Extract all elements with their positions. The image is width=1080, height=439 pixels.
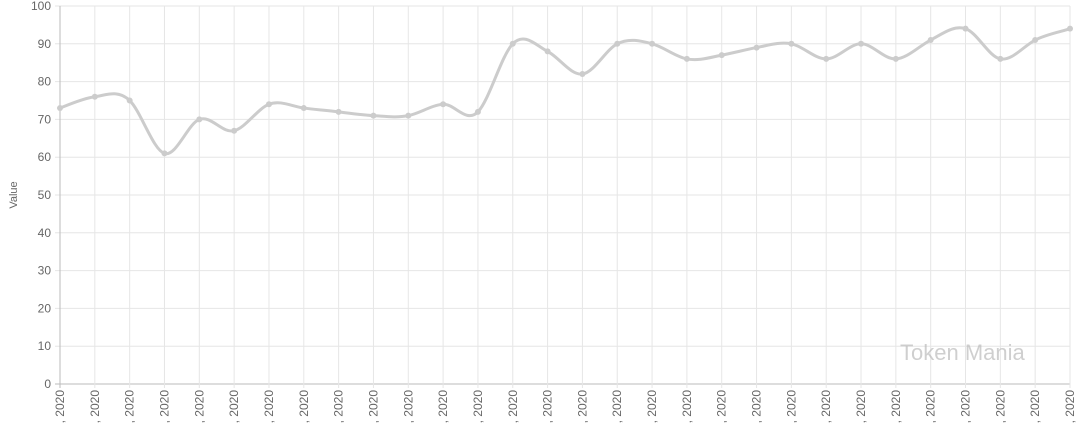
x-tick-label: , 2020 xyxy=(645,390,659,424)
data-point xyxy=(753,44,760,51)
x-tick-label: , 2020 xyxy=(297,390,311,424)
y-axis-ticks: 0 10 20 30 40 50 60 70 80 90 100 xyxy=(31,0,51,391)
data-point xyxy=(683,55,690,62)
x-tick-label: , 2020 xyxy=(1063,390,1077,424)
data-point xyxy=(265,101,272,108)
x-tick-label: , 2020 xyxy=(262,390,276,424)
data-point xyxy=(91,93,98,100)
data-point xyxy=(997,55,1004,62)
x-tick-label: , 2020 xyxy=(924,390,938,424)
data-point xyxy=(649,40,656,47)
y-tick-label: 10 xyxy=(38,339,52,353)
data-point xyxy=(579,71,586,78)
data-point xyxy=(1032,37,1039,44)
x-tick-label: , 2020 xyxy=(88,390,102,424)
data-point xyxy=(788,40,795,47)
data-point xyxy=(823,55,830,62)
y-tick-label: 70 xyxy=(38,112,52,126)
data-point xyxy=(544,48,551,55)
x-tick-label: , 2020 xyxy=(1028,390,1042,424)
x-tick-label: , 2020 xyxy=(750,390,764,424)
data-point xyxy=(440,101,447,108)
x-tick-label: , 2020 xyxy=(157,390,171,424)
data-point xyxy=(161,150,168,157)
y-tick-label: 90 xyxy=(38,37,52,51)
watermark: Token Mania xyxy=(900,340,1026,365)
x-tick-label: , 2020 xyxy=(541,390,555,424)
data-point xyxy=(718,52,725,59)
data-point xyxy=(370,112,377,119)
series-line xyxy=(59,26,1071,155)
y-tick-label: 60 xyxy=(38,150,52,164)
x-tick-label: , 2020 xyxy=(53,390,67,424)
y-axis-label: Value xyxy=(8,181,20,208)
data-point xyxy=(57,105,63,112)
x-tick-label: , 2020 xyxy=(506,390,520,424)
x-axis-ticks: , 2020 , 2020 , 2020 , 2020 , 2020 , 2020 , 20… xyxy=(53,390,1077,424)
data-point xyxy=(614,40,621,47)
x-tick-label: , 2020 xyxy=(366,390,380,424)
data-point xyxy=(300,105,307,112)
data-point xyxy=(126,97,133,104)
x-tick-label: , 2020 xyxy=(227,390,241,424)
x-tick-label: , 2020 xyxy=(192,390,206,424)
data-point xyxy=(405,112,412,119)
x-tick-label: , 2020 xyxy=(123,390,137,424)
y-tick-label: 80 xyxy=(38,75,52,89)
y-tick-label: 0 xyxy=(44,377,51,391)
x-tick-label: , 2020 xyxy=(993,390,1007,424)
y-tick-label: 40 xyxy=(38,226,52,240)
y-tick-label: 30 xyxy=(38,264,52,278)
y-tick-label: 20 xyxy=(38,301,52,315)
x-tick-label: , 2020 xyxy=(436,390,450,424)
data-point xyxy=(509,40,516,47)
data-point xyxy=(858,40,865,47)
data-point xyxy=(474,108,481,115)
grid xyxy=(55,5,1071,388)
x-tick-label: , 2020 xyxy=(819,390,833,424)
x-tick-label: , 2020 xyxy=(959,390,973,424)
data-point xyxy=(196,116,203,123)
data-point xyxy=(962,25,969,32)
series-points xyxy=(57,25,1073,157)
data-point xyxy=(335,108,342,115)
x-tick-label: , 2020 xyxy=(854,390,868,424)
x-tick-label: , 2020 xyxy=(401,390,415,424)
x-tick-label: , 2020 xyxy=(889,390,903,424)
x-tick-label: , 2020 xyxy=(715,390,729,424)
data-point xyxy=(1067,25,1073,32)
data-point xyxy=(892,55,899,62)
data-point xyxy=(231,127,238,134)
y-tick-label: 100 xyxy=(31,0,51,13)
x-tick-label: , 2020 xyxy=(471,390,485,424)
x-tick-label: , 2020 xyxy=(680,390,694,424)
y-tick-label: 50 xyxy=(38,188,52,202)
x-tick-label: , 2020 xyxy=(575,390,589,424)
x-tick-label: , 2020 xyxy=(784,390,798,424)
x-tick-label: , 2020 xyxy=(610,390,624,424)
x-tick-label: , 2020 xyxy=(332,390,346,424)
data-point xyxy=(927,37,934,44)
